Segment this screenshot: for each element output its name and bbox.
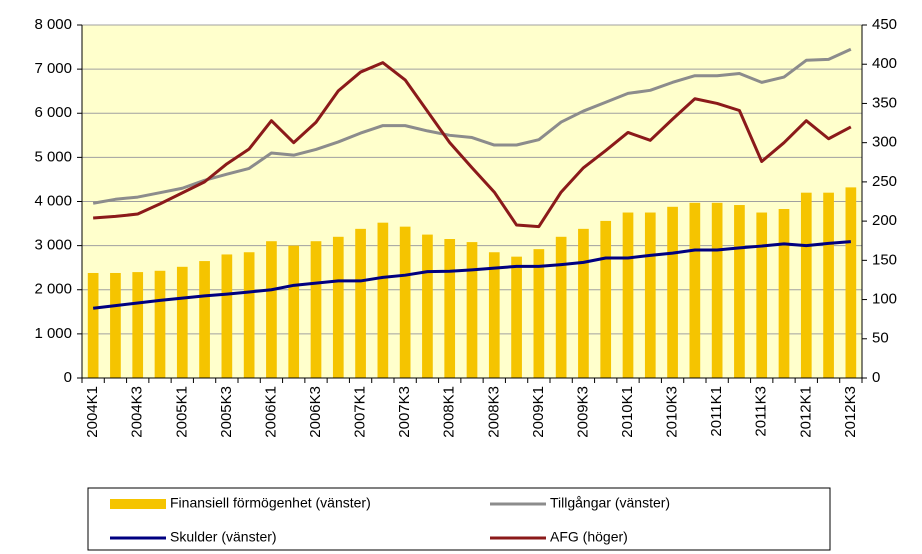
legend-box <box>87 487 831 551</box>
x-tick-label: 2005K1 <box>173 386 190 438</box>
bar <box>310 241 322 378</box>
bar <box>87 272 99 378</box>
legend: Finansiell förmögenhet (vänster) Tillgång… <box>110 495 670 545</box>
x-tick-label: 2006K1 <box>262 386 279 438</box>
bar <box>756 212 768 378</box>
x-tick-label: 2009K3 <box>574 386 591 438</box>
bar <box>377 222 389 378</box>
y2-tick-label: 350 <box>872 94 897 111</box>
y2-tick-label: 150 <box>872 251 897 268</box>
bar <box>444 239 456 378</box>
bar <box>355 228 366 378</box>
bar <box>667 206 678 378</box>
line-series <box>92 240 851 310</box>
bar <box>199 261 210 378</box>
y2-tick-label: 50 <box>872 330 889 347</box>
bar <box>488 252 500 378</box>
y-tick-label: 7 000 <box>34 60 72 77</box>
bar <box>644 212 656 378</box>
x-tick-label: 2009K1 <box>530 386 547 438</box>
bar <box>845 187 857 378</box>
bar <box>243 252 255 378</box>
y2-tick-label: 450 <box>872 16 897 33</box>
bar <box>110 272 121 378</box>
x-tick-label: 2011K3 <box>753 386 770 437</box>
y2-tick-label: 0 <box>872 369 880 386</box>
x-tick-label: 2012K3 <box>842 386 859 438</box>
x-tick-label: 2006K3 <box>307 386 324 438</box>
x-tick-label: 2012K1 <box>797 386 814 438</box>
y-tick-label: 6 000 <box>34 104 72 121</box>
bar <box>511 256 522 378</box>
y-tick-label: 8 000 <box>34 16 72 33</box>
x-tick-label: 2010K3 <box>664 386 681 438</box>
bar <box>422 234 433 378</box>
y-tick-label: 4 000 <box>34 192 72 209</box>
y-tick-label: 0 <box>64 369 72 386</box>
x-tick-label: 2004K3 <box>129 386 146 438</box>
bar <box>154 270 166 378</box>
legend-label: Finansiell förmögenhet (vänster) <box>170 495 371 511</box>
bar <box>466 242 478 378</box>
bar <box>578 228 589 378</box>
bar <box>288 245 300 378</box>
y2-tick-label: 200 <box>872 212 897 229</box>
bar <box>823 192 834 378</box>
y2-tick-label: 300 <box>872 134 897 151</box>
bar <box>266 241 277 378</box>
y-tick-label: 1 000 <box>34 325 72 342</box>
x-tick-label: 2011K1 <box>708 386 725 437</box>
x-tick-label: 2007K1 <box>352 386 369 438</box>
y-tick-label: 2 000 <box>34 281 72 298</box>
x-tick-label: 2008K3 <box>485 386 502 438</box>
bar <box>132 272 144 378</box>
bar <box>533 249 545 378</box>
legend-label: AFG (höger) <box>550 529 628 545</box>
y2-tick-label: 400 <box>872 55 897 72</box>
y2-tick-label: 250 <box>872 173 897 190</box>
bar <box>221 254 233 378</box>
bar <box>778 209 790 378</box>
y-tick-label: 5 000 <box>34 148 72 165</box>
line-series <box>93 61 852 229</box>
bar <box>332 236 344 378</box>
bar <box>734 205 745 378</box>
y-tick-label: 3 000 <box>34 237 72 254</box>
bar <box>555 236 567 378</box>
bar <box>689 202 701 378</box>
x-tick-label: 2010K1 <box>619 386 636 438</box>
bar <box>600 220 612 378</box>
x-tick-label: 2004K1 <box>84 386 101 438</box>
bar <box>800 192 812 378</box>
bar <box>711 202 723 378</box>
line-series <box>92 47 852 205</box>
x-tick-label: 2005K3 <box>218 386 235 438</box>
legend-swatch <box>110 499 166 509</box>
y2-tick-label: 100 <box>872 291 897 308</box>
bar <box>399 226 411 378</box>
x-tick-label: 2008K1 <box>441 386 458 438</box>
bar <box>622 212 634 378</box>
legend-label: Skulder (vänster) <box>170 529 277 545</box>
x-tick-label: 2007K3 <box>396 386 413 438</box>
bar <box>176 266 188 378</box>
legend-label: Tillgångar (vänster) <box>550 495 670 511</box>
